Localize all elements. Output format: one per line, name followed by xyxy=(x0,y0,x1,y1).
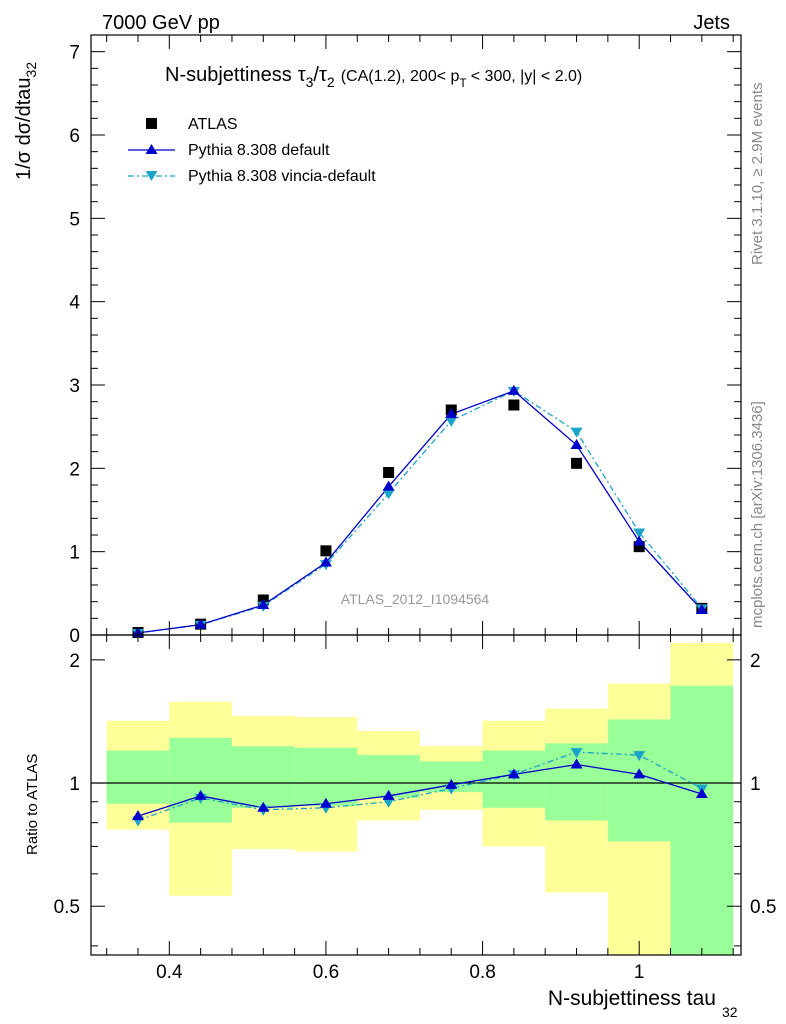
default-ratio-point xyxy=(131,810,144,821)
y-tick-label: 0 xyxy=(69,626,80,647)
band-inner xyxy=(106,750,170,804)
atlas-point xyxy=(508,399,520,411)
ratio-y-tick-label-right: 1 xyxy=(750,774,761,795)
default-point xyxy=(194,618,207,629)
vincia-ratio-point xyxy=(570,748,583,759)
plot-title: N-subjettiness τ3/τ2 (CA(1.2), 200< pT < 30… xyxy=(165,64,582,90)
default-ratio-point xyxy=(257,801,270,812)
x-label: N-subjettiness tau xyxy=(548,987,716,1010)
default-point xyxy=(507,384,520,395)
default-ratio-point xyxy=(633,768,646,779)
main-panel xyxy=(131,384,708,639)
atlas-point xyxy=(633,541,645,553)
default-ratio-point xyxy=(319,797,332,808)
analysis-watermark: ATLAS_2012_I1094564 xyxy=(341,591,490,607)
atlas-point xyxy=(571,457,583,469)
y-tick-label: 1 xyxy=(69,543,80,564)
vincia-point xyxy=(633,528,646,539)
y-tick-label: 2 xyxy=(69,459,80,480)
y-label-ratio: Ratio to ATLAS xyxy=(24,754,41,855)
default-point xyxy=(319,556,332,567)
ratio-frame xyxy=(90,634,742,956)
vincia-point xyxy=(570,427,583,438)
band-inner xyxy=(670,685,734,955)
y-tick-label: 6 xyxy=(69,126,80,147)
legend-marker-vincia xyxy=(145,171,158,181)
atlas-point xyxy=(320,545,332,557)
default-point xyxy=(257,599,270,609)
ratio-y-tick-label: 2 xyxy=(69,651,80,672)
x-tick-label: 0.6 xyxy=(313,962,339,983)
y-tick-label: 5 xyxy=(69,209,80,230)
header-left: 7000 GeV pp xyxy=(102,12,220,34)
legend-label-default: Pythia 8.308 default xyxy=(188,142,330,159)
rivet-label: Rivet 3.1.10, ≥ 2.9M events xyxy=(749,83,766,266)
y-label-main: 1/σ dσ/dtau32 xyxy=(13,62,39,180)
vincia-ratio-point xyxy=(633,751,646,762)
band-inner xyxy=(231,746,295,808)
y-tick-label: 4 xyxy=(69,293,80,314)
default-point xyxy=(445,408,458,419)
band-inner xyxy=(607,719,671,842)
header-right: Jets xyxy=(693,12,730,34)
y-tick-label: 3 xyxy=(69,376,80,397)
default-point xyxy=(633,535,646,546)
vincia-ratio-point xyxy=(382,797,395,808)
default-point xyxy=(570,439,583,449)
legend-marker-atlas xyxy=(146,118,157,129)
y-tick-label: 7 xyxy=(69,43,80,64)
default-ratio-point xyxy=(445,778,458,789)
default-ratio-point xyxy=(507,768,520,779)
band-inner xyxy=(294,747,358,806)
vincia-point xyxy=(445,416,458,427)
default-point xyxy=(695,604,708,614)
band-inner xyxy=(169,737,232,823)
x-tick-label: 0.8 xyxy=(469,962,495,983)
legend-marker-default xyxy=(145,144,158,154)
ratio-line-default xyxy=(137,763,703,817)
ratio-y-tick-label: 0.5 xyxy=(54,897,80,918)
legend-label-vincia: Pythia 8.308 vincia-default xyxy=(188,168,376,185)
series-line-default xyxy=(137,390,703,634)
ratio-y-tick-label: 1 xyxy=(69,774,80,795)
x-tick-label: 0.4 xyxy=(156,962,183,983)
legend: ATLAS Pythia 8.308 default Pythia 8.308 … xyxy=(128,116,376,185)
ratio-y-tick-label-right: 2 xyxy=(750,651,761,672)
series-line-vincia xyxy=(137,390,703,634)
default-ratio-point xyxy=(570,758,583,769)
x-label-sub: 32 xyxy=(722,1004,738,1020)
default-point xyxy=(382,480,395,491)
default-ratio-point xyxy=(695,788,708,799)
x-tick-label: 1 xyxy=(634,962,645,983)
default-ratio-point xyxy=(382,789,395,800)
legend-label-atlas: ATLAS xyxy=(188,116,238,133)
ratio-line-vincia xyxy=(137,751,703,822)
vincia-point xyxy=(382,489,395,500)
default-ratio-point xyxy=(194,789,207,800)
atlas-point xyxy=(383,467,395,478)
mcplots-label: mcplots.cern.ch [arXiv:1306.3436] xyxy=(749,401,766,628)
ratio-panel xyxy=(91,748,741,827)
ratio-y-tick-label-right: 0.5 xyxy=(750,897,776,918)
axes: 0.4 0.6 0.8 1 0 1 2 3 4 5 6 7 0.5 0.5 1 1 2 2 xyxy=(54,34,776,983)
